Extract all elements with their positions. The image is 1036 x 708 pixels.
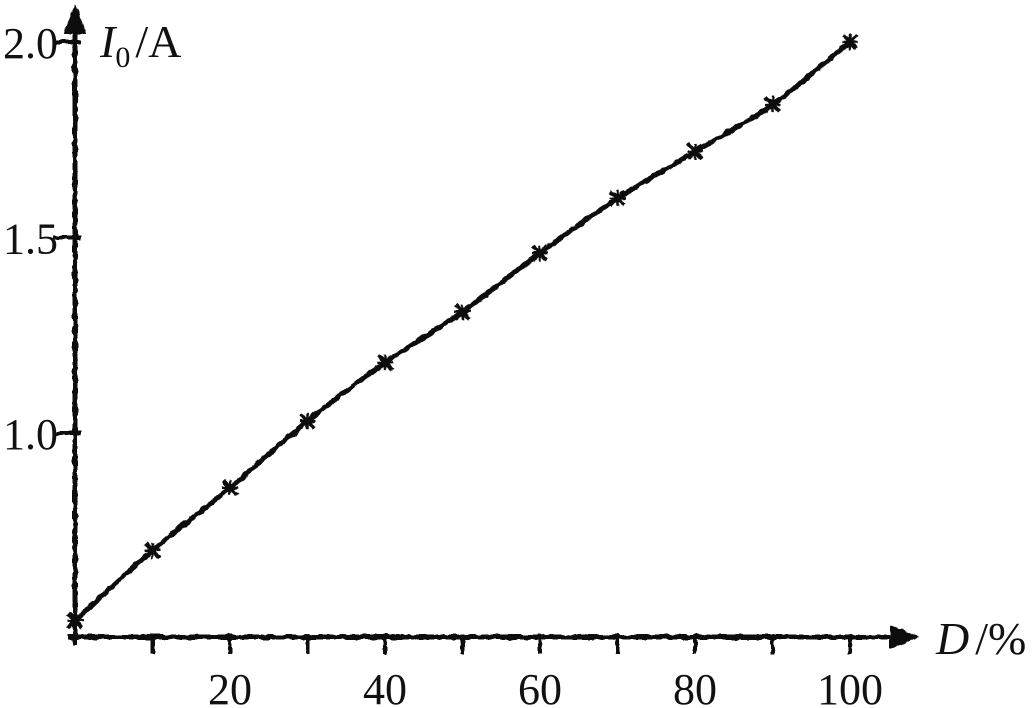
y-axis-arrowhead — [63, 4, 87, 34]
x-tick-label: 80 — [673, 665, 717, 708]
x-axis — [68, 625, 920, 654]
data-point-marker — [299, 412, 316, 430]
y-tick-label: 2.0 — [3, 19, 58, 68]
y-tick-label: 1.0 — [3, 410, 58, 459]
data-point-marker — [686, 143, 704, 160]
data-point-marker — [376, 354, 394, 372]
data-point-marker — [221, 479, 239, 497]
data-point-marker — [454, 303, 471, 321]
y-axis-title: I0/A — [99, 16, 181, 74]
x-axis-title: D/% — [935, 613, 1026, 664]
data-point-markers — [66, 33, 859, 630]
y-tick-labels: 1.0 1.5 2.0 — [3, 19, 58, 459]
data-curve — [72, 39, 853, 624]
x-tick-label: 40 — [363, 665, 407, 708]
x-tick-labels: 20 40 60 80 100 — [208, 665, 883, 708]
data-point-marker — [841, 33, 859, 51]
x-tick-label: 20 — [208, 665, 252, 708]
data-point-marker — [609, 189, 626, 207]
x-tick-label: 60 — [518, 665, 562, 708]
y-axis — [53, 4, 87, 645]
data-point-marker — [764, 96, 781, 113]
data-point-marker — [144, 541, 161, 559]
y-tick-label: 1.5 — [3, 215, 58, 264]
x-axis-arrowhead — [890, 625, 920, 649]
data-point-marker — [531, 244, 549, 262]
data-point-marker — [66, 612, 84, 630]
x-tick-label: 100 — [817, 665, 883, 708]
